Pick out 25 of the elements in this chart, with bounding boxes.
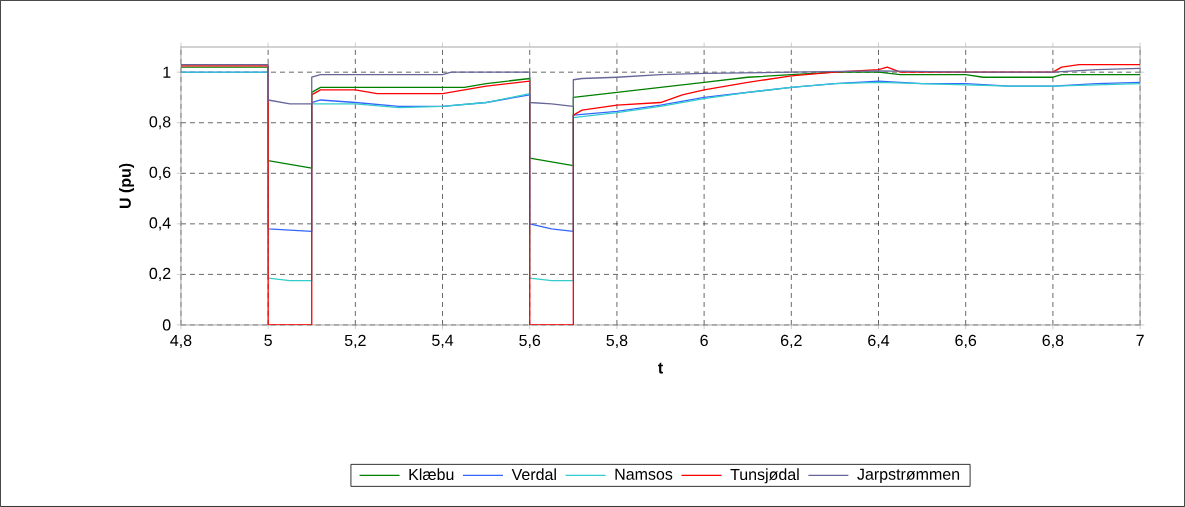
y-tick-label: 0,8 [149, 116, 171, 130]
y-tick-label: 0,2 [149, 267, 171, 282]
legend-label: Verdal [511, 468, 556, 481]
legend-label: Namsos [615, 468, 673, 480]
x-tick-label: 6 [700, 334, 708, 347]
x-tick-label: 5 [264, 334, 272, 346]
legend-label: Tunsjødal [730, 468, 799, 484]
legend-label: Klæbu [409, 468, 454, 481]
x-tick-label: 5,8 [606, 334, 628, 349]
x-tick-label: 7 [1136, 334, 1144, 346]
x-tick-label: 5,6 [519, 334, 541, 349]
x-tick-label: 5,4 [432, 334, 454, 348]
legend-label: Jarpstrømmen [857, 468, 960, 484]
x-tick-label: 6,2 [781, 334, 802, 349]
x-axis-title: t [658, 362, 663, 374]
x-tick-label: 5,2 [344, 334, 366, 349]
y-tick-label: 0,6 [149, 166, 171, 180]
x-tick-label: 4,8 [170, 334, 192, 349]
y-tick-label: 0 [162, 319, 171, 331]
x-tick-label: 6,4 [868, 334, 890, 349]
x-tick-label: 6,6 [955, 334, 977, 349]
x-tick-label: 6,8 [1042, 334, 1064, 349]
y-axis-title: U (pu) [119, 163, 135, 209]
y-tick-label: 0,4 [149, 217, 171, 231]
y-tick-label: 1 [163, 66, 171, 78]
